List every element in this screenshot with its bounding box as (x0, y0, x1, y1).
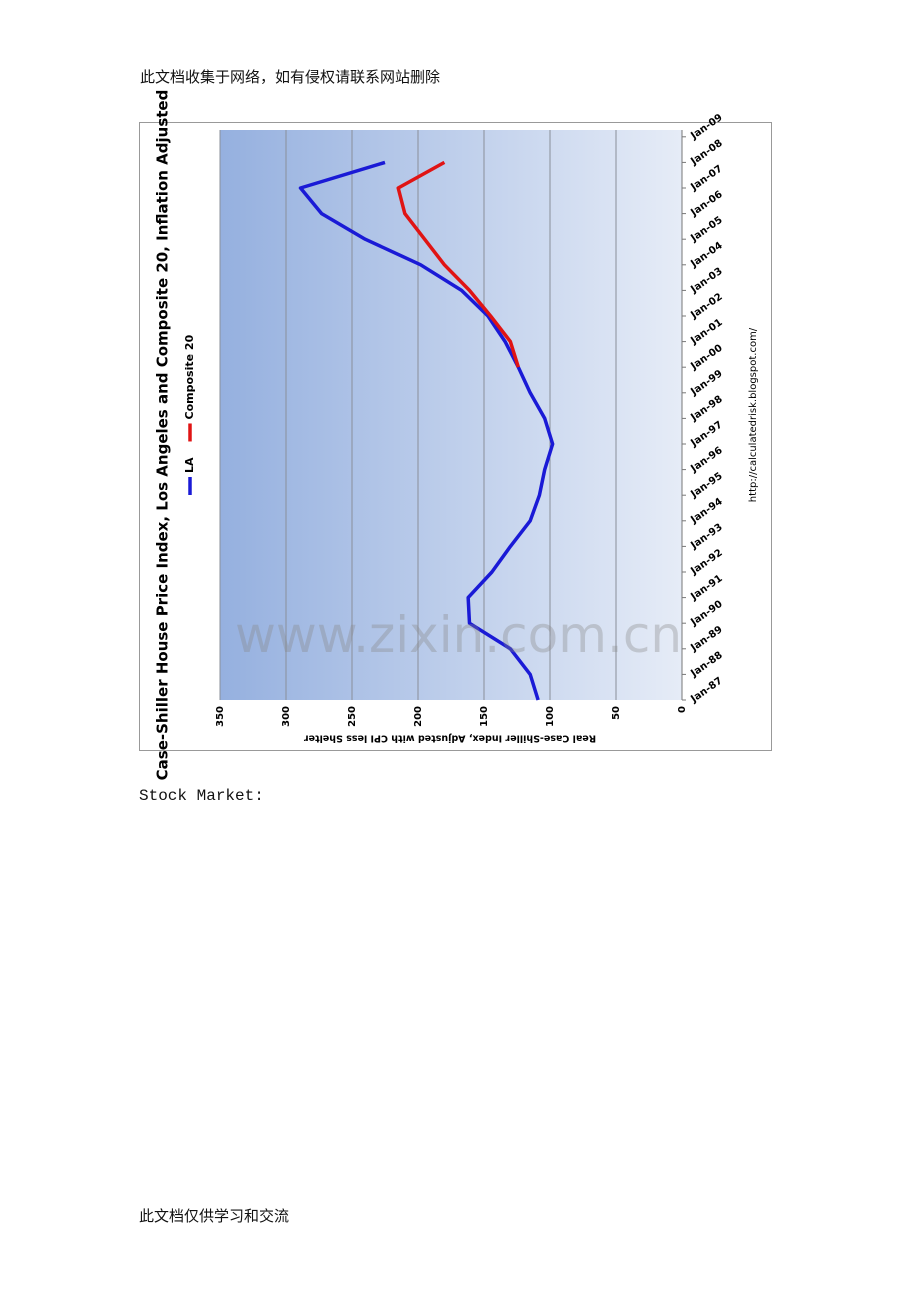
y-tick-label: 50 (611, 706, 622, 720)
y-tick-label: 350 (215, 706, 226, 727)
legend-label: LA (183, 457, 196, 473)
series-line (396, 160, 520, 368)
source-note: http://calculatedrisk.blogspot.com/ (748, 327, 759, 502)
y-tick-label: 250 (347, 706, 358, 727)
y-tick-label: 200 (413, 706, 424, 727)
watermark: www.zixin.com.cn (235, 606, 682, 664)
plot-area (220, 130, 682, 700)
header-note: 此文档收集于网络，如有侵权请联系网站删除 (140, 68, 441, 86)
footer-note: 此文档仅供学习和交流 (139, 1207, 290, 1225)
y-axis-title: Real Case-Shiller Index, Adjusted with C… (304, 733, 596, 744)
y-tick-label: 100 (545, 706, 556, 727)
y-tick-label: 150 (479, 706, 490, 727)
section-label: Stock Market: (139, 787, 264, 805)
legend-label: Composite 20 (183, 334, 196, 419)
y-tick-label: 0 (677, 706, 688, 713)
y-tick-label: 300 (281, 706, 292, 727)
chart-title: Case-Shiller House Price Index, Los Ange… (154, 90, 172, 781)
series-line (298, 160, 555, 701)
